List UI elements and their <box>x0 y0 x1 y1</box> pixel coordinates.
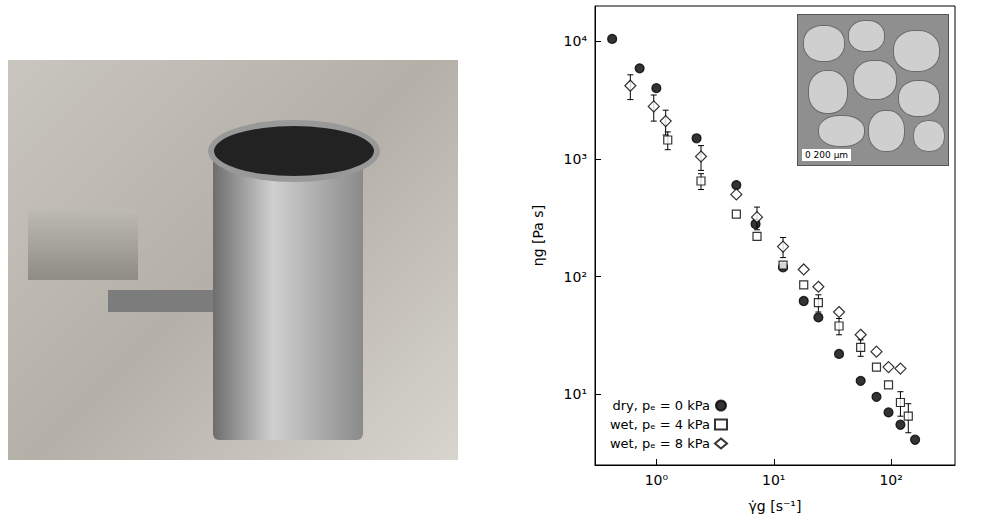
svg-text:10¹: 10¹ <box>564 386 587 402</box>
svg-text:10⁴: 10⁴ <box>564 33 588 49</box>
html-text:0 200 µm: 0 200 µm <box>805 150 849 160</box>
svg-text:dry, pₑ = 0 kPa: dry, pₑ = 0 kPa <box>612 398 710 413</box>
svg-text:10³: 10³ <box>564 151 587 167</box>
svg-text:10²: 10² <box>879 472 902 488</box>
svg-text:10²: 10² <box>564 269 587 285</box>
svg-text:wet, pₑ = 4 kPa: wet, pₑ = 4 kPa <box>610 417 710 432</box>
svg-text:10¹: 10¹ <box>762 472 785 488</box>
svg-text:10⁰: 10⁰ <box>645 472 669 488</box>
svg-text:ηg [Pa s]: ηg [Pa s] <box>530 205 546 266</box>
svg-text:wet, pₑ = 8 kPa: wet, pₑ = 8 kPa <box>610 436 710 451</box>
svg-text:γ̇g [s⁻¹]: γ̇g [s⁻¹] <box>749 498 802 514</box>
